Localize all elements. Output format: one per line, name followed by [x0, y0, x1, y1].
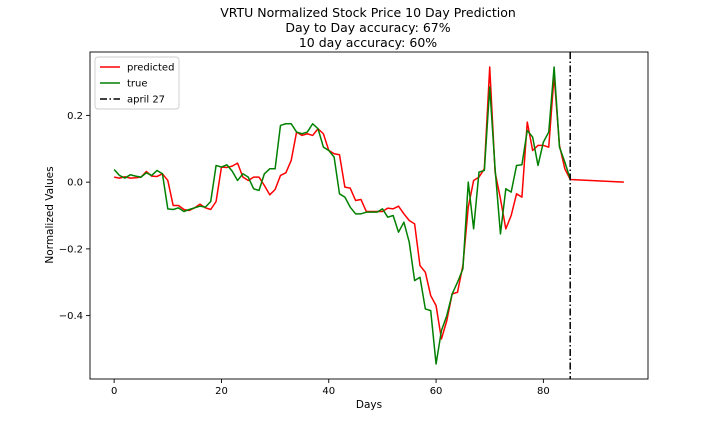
axes: 0 20 40 60 80 −0.4 −0.2 0.0 0.2 [59, 51, 649, 397]
y-tick-label: −0.2 [59, 244, 83, 255]
x-tick-label: 60 [430, 386, 443, 397]
x-tick-label: 40 [322, 386, 335, 397]
plot-area [113, 52, 624, 379]
y-tick-label: −0.4 [59, 311, 83, 322]
x-tick-label: 0 [111, 386, 117, 397]
y-tick-label: 0.0 [67, 178, 83, 189]
legend: predicted true april 27 [94, 56, 180, 110]
chart-title: VRTU Normalized Stock Price 10 Day Predi… [220, 5, 516, 50]
x-tick-label: 20 [215, 386, 228, 397]
legend-box [94, 56, 180, 110]
series-line-true [113, 66, 571, 365]
y-tick-label: 0.2 [67, 111, 83, 122]
axes-frame [89, 51, 649, 380]
title-line-1: VRTU Normalized Stock Price 10 Day Predi… [220, 5, 516, 20]
legend-label-true: true [127, 79, 148, 90]
x-tick-label: 80 [537, 386, 550, 397]
x-axis-label: Days [356, 399, 382, 411]
title-line-2: Day to Day accuracy: 67% [285, 20, 450, 35]
title-line-3: 10 day accuracy: 60% [299, 35, 437, 50]
series-line-predicted [114, 66, 624, 340]
legend-label-predicted: predicted [127, 63, 174, 74]
legend-label-april-27: april 27 [127, 95, 165, 106]
series-group [113, 52, 624, 379]
y-axis-label: Normalized Values [44, 166, 56, 263]
